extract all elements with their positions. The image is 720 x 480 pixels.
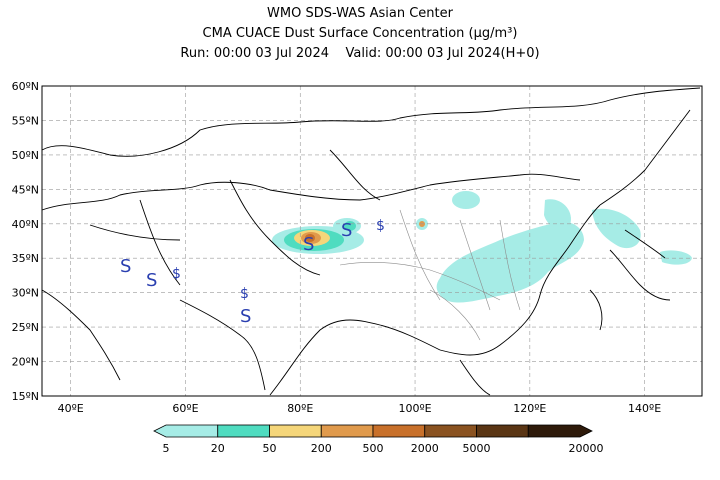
lon-label: 140ºE (628, 402, 661, 415)
province-boundaries (339, 209, 521, 341)
dust-symbol: S (240, 306, 251, 327)
dust-symbol-small: $ (172, 266, 181, 282)
colorbar-tick-label: 5000 (462, 442, 491, 455)
dust-symbols: S S $ $ S S S $ (120, 218, 385, 327)
run-time: Run: 00:00 03 Jul 2024 (180, 46, 329, 61)
dust-symbol-small: $ (376, 218, 385, 234)
colorbar-tick-label: 20 (210, 442, 225, 455)
colorbar-segment (424, 424, 477, 438)
colorbar-segment (320, 424, 374, 438)
dust-symbol: S (303, 234, 314, 255)
dust-symbol: S (146, 270, 157, 291)
title-run-valid: Run: 00:00 03 Jul 2024 Valid: 00:00 03 J… (0, 44, 720, 64)
lon-label: 80ºE (287, 402, 313, 415)
valid-time: Valid: 00:00 03 Jul 2024(H+0) (345, 46, 540, 61)
lon-label: 40ºE (58, 402, 84, 415)
colorbar-segment (476, 424, 529, 438)
colorbar-tick-label: 500 (362, 442, 384, 455)
colorbar-tick-label: 200 (310, 442, 332, 455)
coastline-and-borders (41, 87, 701, 396)
lat-label: 25ºN (12, 321, 39, 334)
colorbar-tick-label: 2000 (410, 442, 439, 455)
colorbar-segment (217, 424, 270, 438)
colorbar-segment (527, 424, 593, 438)
map-frame (41, 85, 703, 397)
lat-label: 35ºN (12, 252, 39, 265)
colorbar-tick-label: 5 (162, 442, 170, 455)
title-block: WMO SDS-WAS Asian Center CMA CUACE Dust … (0, 4, 720, 64)
dust-concentration-fill (272, 191, 692, 303)
lat-label: 60ºN (12, 80, 39, 93)
lat-label: 30ºN (12, 287, 39, 300)
colorbar-segment (153, 424, 219, 438)
colorbar-tick-label: 20000 (568, 442, 604, 455)
lon-label: 100ºE (398, 402, 431, 415)
lat-label: 15ºN (12, 390, 39, 403)
dust-symbol: S (120, 256, 131, 277)
lat-label: 45ºN (12, 183, 39, 196)
colorbar (153, 424, 593, 438)
latitude-labels: 60ºN 55ºN 50ºN 45ºN 40ºN 35ºN 30ºN 25ºN 20ºN 15ºN (12, 80, 39, 403)
lat-label: 40ºN (12, 218, 39, 231)
colorbar-tick-label: 50 (262, 442, 277, 455)
colorbar-labels: 5 20 50 200 500 2000 5000 20000 (0, 442, 720, 458)
dust-symbol: S (341, 220, 352, 241)
lon-label: 60ºE (172, 402, 198, 415)
lon-label: 120ºE (513, 402, 546, 415)
lat-label: 20ºN (12, 356, 39, 369)
colorbar-segment (372, 424, 426, 438)
lat-label: 50ºN (12, 149, 39, 162)
title-line-1: WMO SDS-WAS Asian Center (267, 6, 453, 21)
lat-lon-grid (42, 85, 702, 397)
dust-symbol-small: $ (240, 286, 249, 302)
title-line-2: CMA CUACE Dust Surface Concentration (μg… (202, 26, 518, 41)
longitude-labels: 40ºE 60ºE 80ºE 100ºE 120ºE 140ºE (58, 402, 662, 415)
lat-label: 55ºN (12, 114, 39, 127)
colorbar-segment (269, 424, 322, 438)
